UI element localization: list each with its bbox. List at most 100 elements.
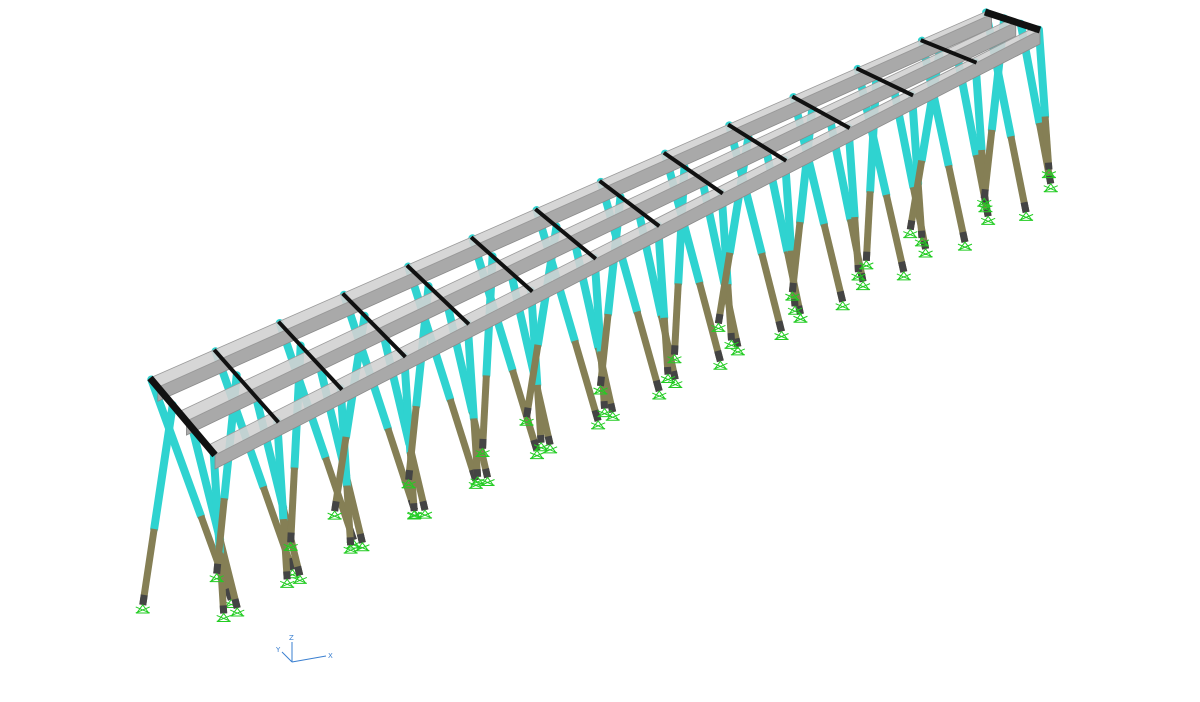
- pile-upper: [443, 299, 477, 416]
- support: [475, 447, 490, 458]
- pile-lower: [571, 339, 602, 422]
- pile-lower: [758, 252, 785, 333]
- pile-lower: [479, 375, 490, 449]
- support: [774, 330, 789, 340]
- support: [470, 476, 485, 486]
- support: [855, 280, 871, 291]
- cross-beam: [662, 151, 724, 196]
- support: [401, 478, 416, 489]
- cross-beam: [469, 235, 534, 294]
- support: [660, 373, 676, 383]
- support: [785, 291, 800, 301]
- pile-tip: [607, 402, 617, 413]
- pile-tip: [294, 565, 304, 577]
- support: [533, 441, 549, 452]
- pile-tip: [419, 500, 429, 511]
- support: [851, 271, 866, 281]
- axis-triad: X Y Z: [275, 634, 333, 663]
- support: [343, 544, 358, 554]
- support: [793, 313, 808, 323]
- pile-tip: [231, 598, 241, 609]
- support: [730, 346, 746, 356]
- support: [896, 271, 912, 281]
- pile-tip: [356, 533, 366, 544]
- pile-tip: [727, 332, 736, 341]
- pile-tip: [283, 571, 291, 580]
- pile-tip: [224, 587, 235, 601]
- pile-tip: [959, 231, 969, 243]
- support: [667, 353, 682, 364]
- pile-tip: [537, 434, 545, 443]
- pile-lower: [139, 528, 158, 606]
- cross-beam: [212, 348, 280, 424]
- cross-beam: [727, 122, 788, 163]
- support: [283, 541, 298, 551]
- pile-lower: [660, 317, 672, 375]
- support: [230, 607, 245, 617]
- pile-lower: [980, 129, 996, 199]
- support: [209, 572, 224, 583]
- pile-tip: [346, 537, 355, 546]
- pile-lower: [287, 467, 298, 543]
- support: [590, 420, 606, 430]
- pile-tip: [862, 251, 871, 262]
- pile-lower: [670, 283, 682, 355]
- pile-upper: [273, 416, 288, 524]
- axis-y-label: Y: [275, 646, 281, 654]
- pile-lower: [788, 221, 804, 293]
- pile-tip: [473, 468, 482, 478]
- support: [859, 260, 874, 270]
- pile-lower: [714, 252, 734, 324]
- support: [1018, 211, 1034, 221]
- support: [327, 510, 342, 520]
- pile-lower: [470, 418, 482, 478]
- pile-lower: [523, 344, 542, 418]
- cross-beam: [791, 94, 851, 130]
- pile-tip: [219, 605, 228, 614]
- pile-lower: [945, 164, 969, 243]
- pile-lower: [882, 193, 908, 273]
- support: [787, 305, 803, 315]
- pile-lower: [862, 191, 874, 262]
- pile-tip: [287, 532, 295, 543]
- support: [355, 541, 370, 552]
- pile-tip: [405, 469, 414, 481]
- pile-lower: [331, 436, 350, 512]
- pile-tip: [1045, 175, 1055, 185]
- pile-tip: [714, 313, 724, 324]
- pile-lower: [906, 160, 926, 231]
- support: [652, 390, 667, 400]
- pile-upper: [404, 262, 455, 404]
- cross-beam: [341, 292, 407, 359]
- support: [918, 248, 933, 258]
- pile-lower: [633, 310, 663, 393]
- cross-beam: [534, 207, 598, 261]
- support: [292, 574, 308, 584]
- pile-tip: [331, 500, 340, 512]
- support: [711, 322, 726, 332]
- support: [406, 510, 422, 520]
- axis-y: [281, 651, 293, 663]
- cross-beam: [405, 263, 471, 326]
- support: [519, 416, 534, 426]
- pile-lower: [597, 313, 612, 387]
- support: [713, 360, 728, 370]
- pile-tip: [652, 379, 663, 393]
- cross-beam: [983, 8, 1042, 34]
- support: [724, 339, 739, 349]
- pile-tip: [410, 503, 418, 512]
- deck: [147, 8, 1042, 470]
- pile-tip: [139, 594, 148, 606]
- pile-tip: [788, 282, 797, 293]
- pile-tip: [836, 290, 847, 303]
- pile-tip: [213, 563, 222, 575]
- pile-upper: [590, 253, 605, 356]
- pile-tip: [1044, 162, 1053, 170]
- support: [980, 215, 996, 225]
- pile-tip: [670, 345, 679, 355]
- pile-tip: [714, 349, 724, 363]
- support: [529, 449, 545, 460]
- pile-tip: [597, 376, 605, 387]
- pile-upper: [400, 351, 415, 456]
